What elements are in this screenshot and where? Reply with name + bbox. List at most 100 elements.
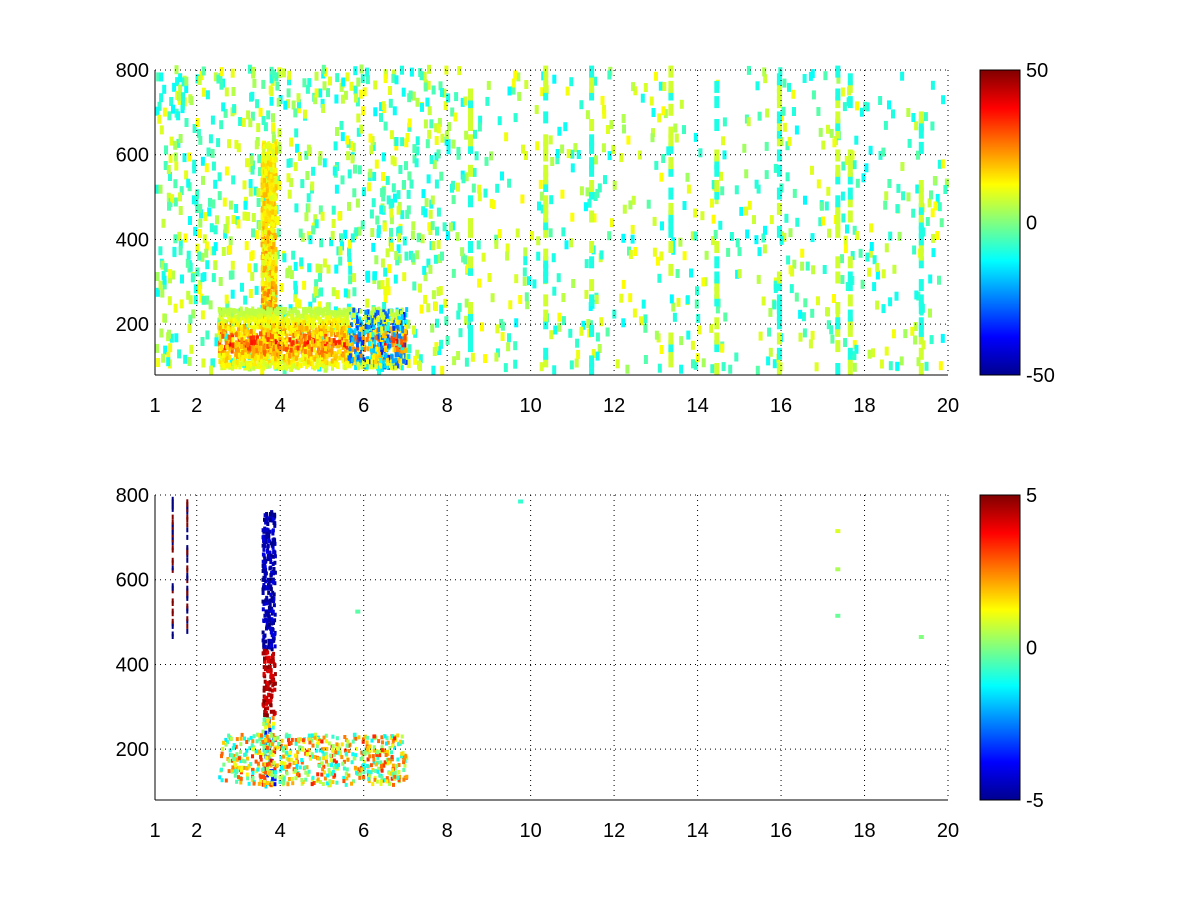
heatmap-cell bbox=[557, 322, 562, 332]
heatmap-cell bbox=[714, 271, 720, 284]
heatmap-cell bbox=[373, 319, 377, 325]
heatmap-cell bbox=[689, 268, 693, 278]
heatmap-cell bbox=[668, 241, 674, 253]
heatmap-cell bbox=[390, 342, 394, 348]
heatmap-cell bbox=[468, 134, 473, 147]
heatmap-cell bbox=[251, 315, 255, 321]
heatmap-cell bbox=[415, 136, 420, 146]
heatmap-cell bbox=[300, 327, 304, 333]
heatmap-cell bbox=[773, 284, 778, 293]
heatmap-cell bbox=[290, 322, 294, 328]
heatmap-cell bbox=[810, 330, 815, 340]
heatmap-cell bbox=[941, 95, 946, 105]
heatmap-cell bbox=[588, 320, 593, 330]
heatmap-cell bbox=[543, 134, 549, 147]
heatmap-cell bbox=[289, 137, 294, 147]
heatmap-cell bbox=[867, 349, 872, 359]
heatmap-cell bbox=[272, 178, 276, 183]
heatmap-cell bbox=[288, 329, 292, 335]
heatmap-cell bbox=[879, 359, 884, 369]
heatmap-cell bbox=[162, 84, 167, 94]
heatmap-cell bbox=[262, 161, 266, 167]
heatmap-cell bbox=[267, 331, 270, 337]
heatmap-cell bbox=[198, 135, 203, 145]
heatmap-cell bbox=[278, 345, 282, 351]
heatmap-cell bbox=[332, 360, 336, 365]
heatmap-cell bbox=[884, 346, 889, 356]
heatmap-cell bbox=[228, 354, 232, 360]
heatmap-cell bbox=[351, 337, 355, 343]
heatmap-cell bbox=[237, 311, 241, 317]
heatmap-cell bbox=[843, 338, 848, 347]
heatmap-cell bbox=[847, 149, 853, 162]
heatmap-cell bbox=[394, 251, 399, 260]
heatmap-cell bbox=[268, 772, 271, 776]
heatmap-cell bbox=[593, 76, 598, 86]
heatmap-cell bbox=[232, 328, 236, 334]
heatmap-cell bbox=[269, 671, 273, 675]
heatmap-cell bbox=[221, 362, 225, 368]
heatmap-cell bbox=[269, 236, 273, 242]
heatmap-cell bbox=[668, 187, 674, 200]
heatmap-cell bbox=[374, 335, 378, 341]
heatmap-cell bbox=[295, 355, 299, 361]
heatmap-cell bbox=[274, 195, 278, 201]
heatmap-cell bbox=[843, 235, 848, 245]
heatmap-cell bbox=[511, 85, 516, 95]
heatmap-cell bbox=[918, 233, 924, 246]
heatmap-cell bbox=[272, 281, 276, 287]
heatmap-cell bbox=[363, 362, 367, 368]
heatmap-cell bbox=[589, 324, 595, 337]
heatmap-cell bbox=[356, 767, 360, 772]
heatmap-cell bbox=[192, 124, 197, 133]
heatmap-cell bbox=[829, 128, 834, 138]
heatmap-cell bbox=[231, 337, 235, 343]
heatmap-cell bbox=[266, 718, 270, 723]
heatmap-cell bbox=[268, 243, 272, 249]
heatmap-cell bbox=[651, 108, 656, 117]
heatmap-cell bbox=[444, 130, 449, 140]
heatmap-cell bbox=[433, 254, 438, 264]
heatmap-cell bbox=[311, 309, 315, 315]
heatmap-cell bbox=[818, 127, 823, 137]
heatmap-cell bbox=[318, 320, 322, 326]
heatmap-cell bbox=[405, 133, 410, 142]
heatmap-cell bbox=[381, 359, 385, 365]
heatmap-cell bbox=[222, 329, 225, 334]
heatmap-cell bbox=[278, 329, 281, 335]
heatmap-cell bbox=[464, 357, 469, 367]
heatmap-cell bbox=[728, 364, 733, 374]
heatmap-cell bbox=[395, 319, 399, 325]
heatmap-cell bbox=[403, 348, 407, 354]
heatmap-cell bbox=[242, 335, 246, 341]
heatmap-cell bbox=[845, 224, 849, 234]
heatmap-cell bbox=[826, 186, 831, 196]
heatmap-cell bbox=[454, 92, 459, 102]
heatmap-cell bbox=[451, 180, 456, 190]
heatmap-cell bbox=[591, 349, 596, 358]
heatmap-cell bbox=[835, 172, 841, 185]
heatmap-cell bbox=[701, 358, 706, 368]
heatmap-cell bbox=[383, 267, 388, 277]
heatmap-cell bbox=[271, 246, 275, 252]
heatmap-cell bbox=[477, 192, 482, 202]
heatmap-cell bbox=[714, 286, 720, 299]
heatmap-cell bbox=[370, 228, 375, 237]
heatmap-cell bbox=[263, 544, 267, 549]
heatmap-cell bbox=[220, 317, 224, 323]
heatmap-cell bbox=[340, 329, 344, 335]
heatmap-cell bbox=[892, 264, 897, 274]
heatmap-cell bbox=[262, 309, 266, 315]
heatmap-cell bbox=[291, 318, 295, 324]
heatmap-cell bbox=[382, 748, 386, 753]
heatmap-cell bbox=[304, 150, 309, 160]
heatmap-cell bbox=[380, 258, 385, 268]
heatmap-cell bbox=[219, 310, 223, 316]
heatmap-cell bbox=[710, 364, 715, 374]
heatmap-cell bbox=[262, 235, 266, 241]
heatmap-cell bbox=[379, 779, 383, 784]
heatmap-cell bbox=[461, 174, 466, 184]
heatmap-cell bbox=[513, 70, 518, 80]
heatmap-cell bbox=[267, 622, 271, 627]
heatmap-cell bbox=[589, 119, 595, 131]
